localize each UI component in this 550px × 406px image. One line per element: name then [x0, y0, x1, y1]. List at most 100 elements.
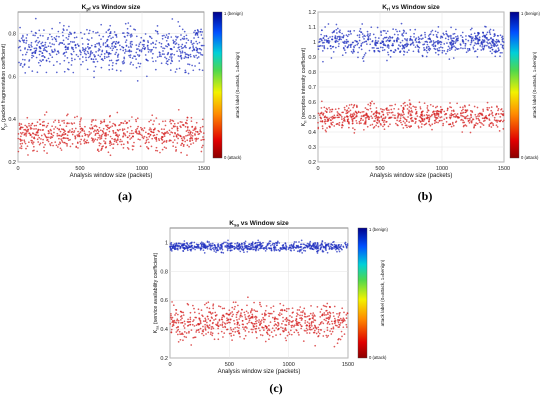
scatter-point	[166, 130, 168, 133]
scatter-point	[346, 244, 349, 247]
scatter-point	[108, 52, 111, 55]
scatter-point	[156, 56, 159, 58]
scatter-point	[495, 49, 497, 52]
scatter-point	[183, 45, 186, 48]
scatter-point	[179, 338, 182, 341]
scatter-point	[34, 134, 37, 136]
scatter-point	[42, 141, 44, 144]
scatter-point	[24, 59, 26, 61]
scatter-point	[253, 248, 255, 251]
scatter-point	[345, 38, 348, 41]
scatter-point	[35, 124, 38, 127]
scatter-point	[150, 49, 153, 51]
scatter-point	[193, 336, 196, 339]
scatter-point	[488, 118, 490, 120]
scatter-point	[275, 324, 278, 326]
scatter-point	[410, 110, 412, 113]
scatter-point	[168, 140, 171, 142]
scatter-point	[86, 38, 89, 41]
scatter-point	[85, 53, 87, 56]
scatter-point	[329, 45, 332, 47]
scatter-point	[69, 145, 72, 148]
scatter-point	[25, 129, 28, 132]
scatter-point	[195, 138, 198, 141]
scatter-point	[397, 44, 400, 46]
scatter-point	[67, 35, 70, 38]
scatter-point	[93, 76, 95, 79]
scatter-point	[358, 46, 361, 49]
scatter-point	[65, 36, 68, 39]
scatter-point	[304, 250, 307, 252]
scatter-point	[497, 113, 500, 115]
scatter-point	[485, 44, 488, 47]
scatter-point	[339, 324, 341, 326]
scatter-point	[282, 304, 285, 307]
scatter-point	[410, 109, 413, 112]
scatter-point	[177, 20, 180, 23]
scatter-point	[336, 37, 338, 40]
scatter-point	[381, 46, 384, 49]
scatter-point	[345, 317, 348, 319]
scatter-point	[295, 315, 298, 318]
scatter-point	[126, 131, 129, 133]
scatter-point	[238, 318, 240, 320]
scatter-point	[436, 48, 439, 50]
scatter-point	[158, 123, 161, 125]
scatter-point	[204, 323, 206, 326]
scatter-point	[204, 244, 207, 247]
scatter-point	[98, 126, 101, 129]
scatter-point	[206, 325, 209, 327]
scatter-point	[376, 26, 379, 29]
scatter-point	[477, 113, 480, 115]
scatter-point	[34, 49, 37, 52]
scatter-point	[350, 50, 353, 53]
scatter-point	[390, 108, 393, 111]
scatter-point	[376, 116, 379, 119]
scatter-point	[234, 305, 236, 308]
scatter-point	[278, 250, 281, 252]
scatter-point	[209, 320, 211, 322]
scatter-point	[68, 129, 71, 132]
scatter-point	[192, 46, 195, 49]
scatter-point	[197, 31, 200, 33]
scatter-point	[175, 331, 178, 333]
scatter-point	[87, 135, 90, 138]
scatter-point	[180, 151, 182, 154]
x-tick-label: 1500	[342, 362, 354, 368]
scatter-point	[222, 314, 225, 317]
scatter-point	[179, 247, 181, 250]
scatter-point	[204, 326, 207, 328]
scatter-point	[305, 330, 307, 332]
scatter-point	[372, 47, 375, 49]
scatter-point	[198, 68, 201, 71]
scatter-point	[421, 113, 424, 116]
scatter-point	[91, 52, 94, 54]
scatter-point	[189, 242, 191, 245]
scatter-point	[309, 247, 312, 250]
scatter-point	[63, 129, 66, 132]
scatter-point	[89, 55, 91, 58]
scatter-point	[19, 45, 21, 48]
scatter-point	[308, 324, 311, 327]
scatter-point	[165, 62, 168, 65]
scatter-point	[100, 137, 103, 140]
scatter-point	[322, 60, 324, 63]
scatter-point	[500, 112, 502, 115]
scatter-point	[28, 43, 30, 46]
scatter-point	[312, 312, 315, 314]
scatter-point	[380, 116, 383, 118]
scatter-point	[80, 63, 82, 66]
scatter-point	[132, 64, 134, 66]
scatter-point	[244, 316, 247, 318]
scatter-point	[68, 131, 71, 133]
scatter-point	[434, 106, 437, 109]
scatter-point	[409, 126, 411, 129]
scatter-point	[237, 321, 239, 324]
scatter-point	[333, 317, 336, 320]
scatter-point	[202, 242, 204, 244]
scatter-point	[47, 132, 50, 135]
scatter-point	[111, 43, 113, 45]
scatter-point	[155, 117, 158, 119]
scatter-point	[157, 138, 160, 140]
scatter-point	[337, 112, 340, 115]
